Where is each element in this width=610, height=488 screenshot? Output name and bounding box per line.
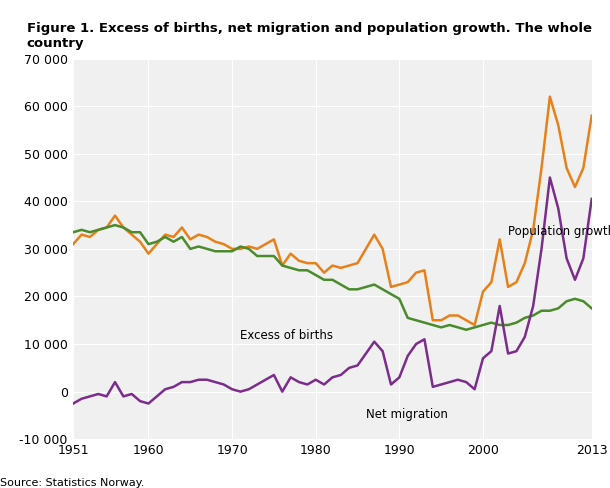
- Text: Population growth: Population growth: [508, 224, 610, 238]
- Text: Excess of births: Excess of births: [240, 329, 334, 342]
- Text: Source: Statistics Norway.: Source: Statistics Norway.: [0, 478, 145, 488]
- Text: Net migration: Net migration: [366, 408, 448, 421]
- Text: Figure 1. Excess of births, net migration and population growth. The whole
count: Figure 1. Excess of births, net migratio…: [27, 22, 592, 50]
